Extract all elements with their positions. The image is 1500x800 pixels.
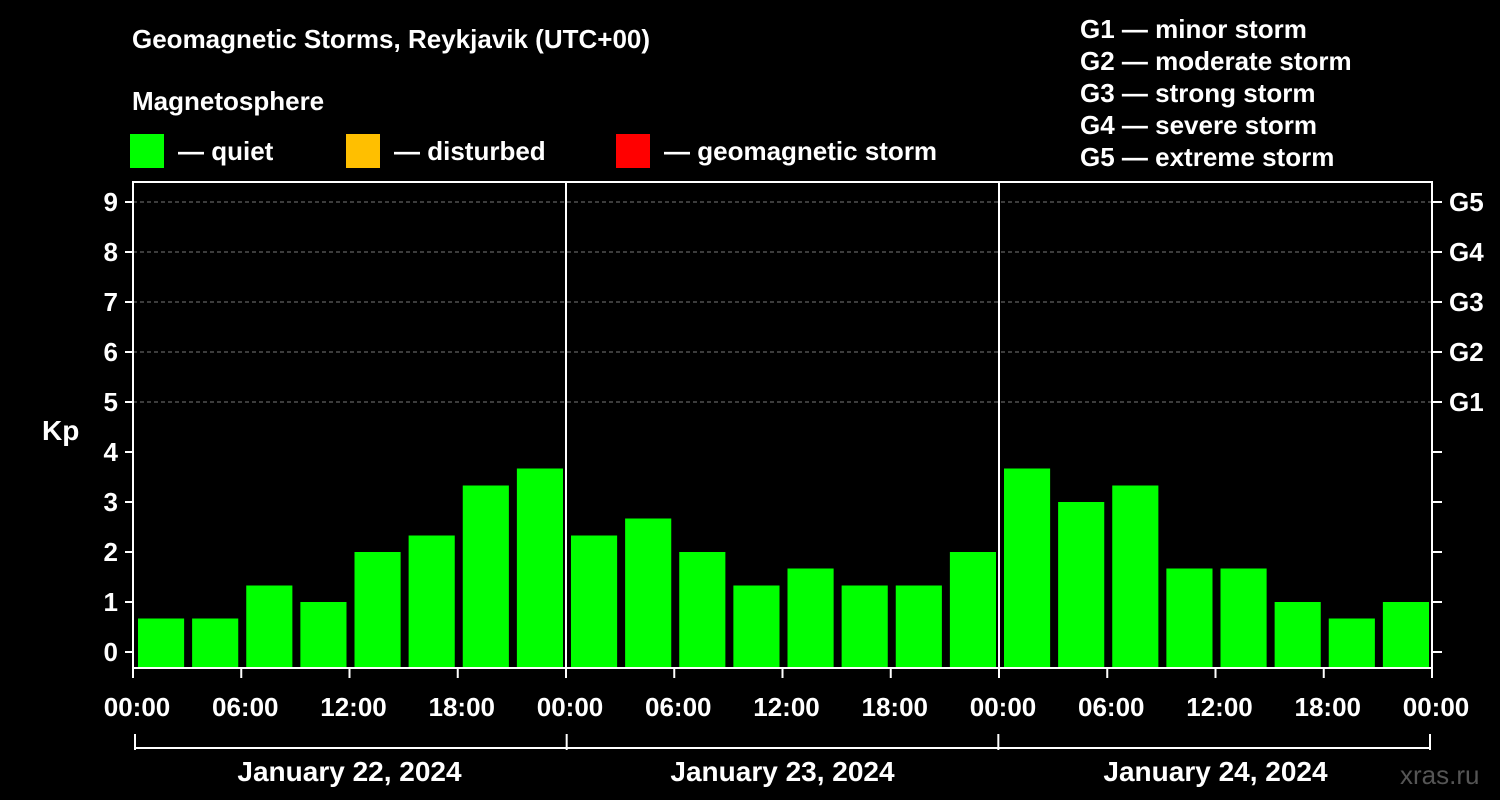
y-tick-label-4: 4 (104, 437, 119, 467)
y-tick-label-2: 2 (104, 537, 118, 567)
g-scale-label-3: G4 (1449, 237, 1484, 267)
y-tick-label-7: 7 (104, 287, 118, 317)
bar-10 (679, 552, 726, 668)
x-tick-label-12: 00:00 (1403, 692, 1470, 722)
legend-swatch-disturbed (346, 134, 380, 168)
x-tick-label-10: 12:00 (1186, 692, 1253, 722)
chart-subtitle: Magnetosphere (132, 86, 325, 116)
legend-swatch-storm (616, 134, 650, 168)
storm-scale-g1: G1 — minor storm (1080, 14, 1307, 44)
x-tick-label-1: 06:00 (212, 692, 279, 722)
bar-2 (246, 585, 293, 668)
y-axis-label: Kp (42, 415, 79, 446)
storm-scale-g5: G5 — extreme storm (1080, 142, 1335, 172)
x-tick-label-6: 12:00 (753, 692, 820, 722)
bar-5 (408, 535, 455, 668)
bar-13 (841, 585, 888, 668)
bar-14 (895, 585, 942, 668)
x-tick-label-3: 18:00 (429, 692, 496, 722)
storm-scale-g2: G2 — moderate storm (1080, 46, 1352, 76)
bar-22 (1328, 618, 1375, 668)
chart-title: Geomagnetic Storms, Reykjavik (UTC+00) (132, 24, 651, 54)
day-label-0: January 22, 2024 (237, 756, 462, 787)
g-scale-label-4: G5 (1449, 187, 1484, 217)
x-tick-label-11: 18:00 (1295, 692, 1362, 722)
y-tick-label-9: 9 (104, 187, 118, 217)
storm-scale-list: G1 — minor storm G2 — moderate storm G3 … (1080, 16, 1352, 176)
y-tick-label-1: 1 (104, 587, 118, 617)
bar-18 (1112, 485, 1159, 668)
x-tick-label-5: 06:00 (645, 692, 712, 722)
bar-23 (1382, 602, 1429, 668)
bar-0 (138, 618, 185, 668)
watermark: xras.ru (1400, 760, 1480, 790)
y-tick-label-6: 6 (104, 337, 118, 367)
bar-12 (787, 568, 834, 668)
bar-4 (354, 552, 401, 668)
bar-8 (571, 535, 618, 668)
legend-label-disturbed: — disturbed (394, 136, 546, 166)
x-tick-label-4: 00:00 (537, 692, 604, 722)
bar-20 (1220, 568, 1267, 668)
bar-1 (192, 618, 239, 668)
storm-scale-g3: G3 — strong storm (1080, 78, 1316, 108)
legend-label-quiet: — quiet (178, 136, 274, 166)
g-scale-label-1: G2 (1449, 337, 1484, 367)
bar-15 (949, 552, 996, 668)
y-tick-label-5: 5 (104, 387, 118, 417)
x-tick-label-9: 06:00 (1078, 692, 1145, 722)
storm-scale-g4: G4 — severe storm (1080, 110, 1318, 140)
bar-3 (300, 602, 347, 668)
x-tick-label-8: 00:00 (970, 692, 1037, 722)
bar-17 (1058, 502, 1105, 668)
bar-16 (1004, 468, 1051, 668)
x-tick-label-0: 00:00 (104, 692, 171, 722)
legend-swatch-quiet (130, 134, 164, 168)
x-tick-label-7: 18:00 (862, 692, 929, 722)
legend-label-storm: — geomagnetic storm (664, 136, 938, 166)
g-scale-label-2: G3 (1449, 287, 1484, 317)
y-tick-label-8: 8 (104, 237, 118, 267)
y-tick-label-0: 0 (104, 637, 118, 667)
bar-9 (625, 518, 672, 668)
x-tick-label-2: 12:00 (320, 692, 387, 722)
day-label-2: January 24, 2024 (1103, 756, 1328, 787)
y-tick-label-3: 3 (104, 487, 118, 517)
g-scale-label-0: G1 (1449, 387, 1484, 417)
bar-19 (1166, 568, 1213, 668)
bar-7 (516, 468, 563, 668)
day-label-1: January 23, 2024 (670, 756, 895, 787)
bar-11 (733, 585, 780, 668)
bar-21 (1274, 602, 1321, 668)
bar-6 (462, 485, 509, 668)
